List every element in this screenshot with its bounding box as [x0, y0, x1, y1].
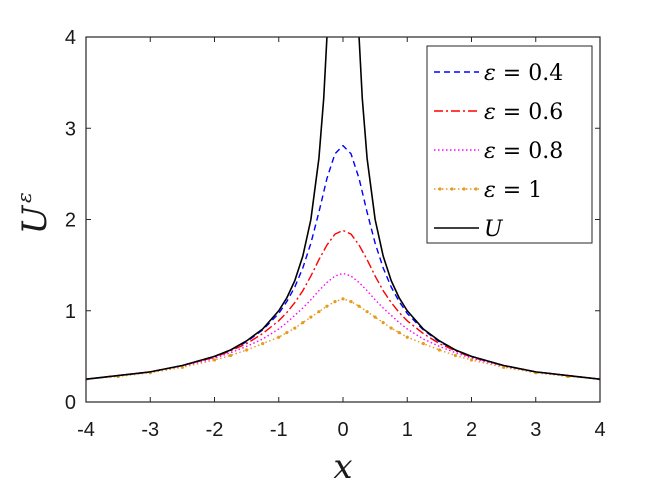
legend-label: ε = 0.8 — [484, 139, 563, 164]
series-point-3 — [228, 353, 233, 358]
legend-label: U — [484, 217, 504, 242]
x-axis-label: x — [333, 447, 352, 487]
series-point-3 — [421, 342, 425, 346]
legend-label-symbol: ε — [484, 139, 496, 164]
legend-label-value: = 0.6 — [496, 100, 563, 125]
series-point-3 — [212, 358, 217, 362]
series-point-3 — [245, 348, 249, 352]
legend-item-2: ε = 0.8 — [434, 139, 563, 164]
legend-label-value: = 0.8 — [496, 139, 563, 164]
legend-swatch-point — [474, 187, 478, 191]
series-line-4 — [86, 37, 600, 380]
legend-item-0: ε = 0.4 — [434, 61, 563, 86]
series-point-3 — [405, 335, 409, 339]
legend-label-value: = 0.4 — [496, 61, 563, 86]
series-point-3 — [301, 321, 305, 325]
x-tick-label: 2 — [466, 419, 477, 441]
legend-swatch-point — [450, 187, 454, 191]
y-tick-label: 0 — [65, 392, 76, 414]
legend-item-1: ε = 0.6 — [434, 100, 563, 125]
series-point-3 — [309, 315, 313, 319]
x-tick-label: 1 — [402, 419, 413, 441]
legend-label-value: = 1 — [496, 178, 542, 203]
series-point-3 — [349, 300, 353, 304]
y-tick-label: 2 — [65, 210, 76, 232]
series-point-3 — [389, 326, 393, 330]
y-axis-label-base: U — [15, 204, 55, 234]
x-tick-label: -2 — [206, 419, 224, 441]
y-axis-label: U ε — [12, 192, 55, 234]
x-tick-label: -3 — [141, 419, 159, 441]
series-point-3 — [397, 331, 401, 335]
series-point-3 — [365, 310, 369, 314]
series-point-3 — [293, 326, 297, 330]
legend-label: ε = 0.4 — [484, 61, 563, 86]
series-point-3 — [277, 335, 281, 339]
series-point-3 — [381, 321, 385, 325]
series-point-3 — [357, 304, 361, 308]
series-point-3 — [341, 297, 345, 301]
series-point-3 — [285, 331, 289, 335]
legend-label-value: U — [484, 217, 504, 242]
x-tick-label: 0 — [337, 419, 348, 441]
y-tick-label: 3 — [65, 118, 76, 140]
legend-swatch-point — [438, 187, 442, 191]
series-point-3 — [325, 304, 329, 308]
series-point-3 — [437, 348, 441, 352]
x-tick-label: 3 — [530, 419, 541, 441]
series-point-3 — [502, 365, 506, 369]
legend-box — [426, 45, 593, 244]
x-tick-label: 4 — [594, 419, 605, 441]
legend-label-symbol: ε — [484, 100, 496, 125]
legend-label-symbol: ε — [484, 61, 496, 86]
series-point-3 — [469, 358, 474, 362]
series-layer — [86, 37, 600, 381]
legend-item-3: ε = 1 — [434, 178, 542, 203]
y-tick-label: 4 — [65, 27, 76, 49]
x-tick-label: -1 — [270, 419, 288, 441]
legend-swatch-point — [462, 187, 466, 191]
y-axis: 0 1 2 3 4 — [65, 27, 600, 414]
legend: ε = 0.4ε = 0.6ε = 0.8ε = 1U — [426, 45, 593, 244]
legend-label: ε = 1 — [484, 178, 542, 203]
x-tick-label: -4 — [77, 419, 95, 441]
series-point-3 — [453, 353, 458, 358]
y-axis-label-sup: ε — [12, 192, 36, 203]
y-tick-label: 1 — [65, 301, 76, 323]
legend-label: ε = 0.6 — [484, 100, 563, 125]
x-axis: -4 -3 -2 -1 0 1 2 3 4 — [77, 37, 606, 441]
series-point-3 — [261, 342, 265, 346]
series-point-3 — [333, 300, 337, 304]
series-line-2 — [86, 272, 600, 380]
legend-item-4: U — [434, 217, 504, 242]
series-point-3 — [180, 365, 184, 369]
series-line-1 — [86, 229, 600, 380]
legend-label-symbol: ε — [484, 178, 496, 203]
series-point-3 — [317, 310, 321, 314]
series-point-3 — [373, 315, 377, 319]
